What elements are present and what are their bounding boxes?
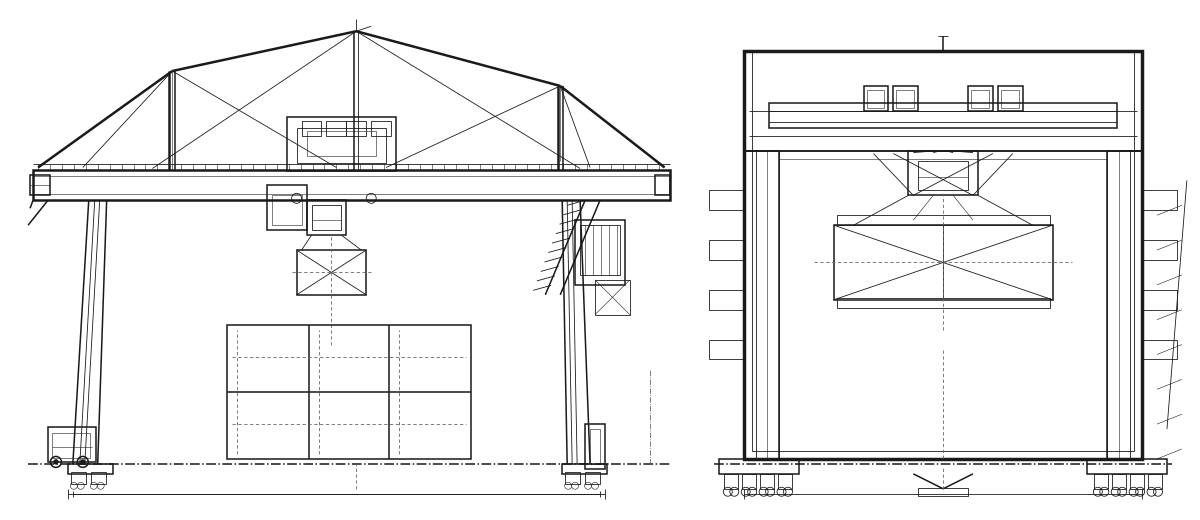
Bar bbox=[565, 472, 580, 484]
Bar bbox=[968, 86, 992, 111]
Bar bbox=[709, 340, 744, 359]
Bar bbox=[744, 51, 1142, 459]
Bar bbox=[563, 464, 607, 474]
Bar bbox=[71, 472, 85, 484]
Bar bbox=[30, 175, 50, 196]
Bar bbox=[894, 86, 918, 111]
Bar bbox=[719, 459, 799, 474]
Bar bbox=[306, 131, 377, 155]
Bar bbox=[709, 240, 744, 260]
Bar bbox=[709, 190, 744, 210]
Bar bbox=[347, 121, 366, 136]
Bar bbox=[91, 472, 106, 484]
Bar bbox=[752, 51, 1134, 451]
Bar bbox=[586, 472, 600, 484]
Bar bbox=[709, 290, 744, 310]
Bar bbox=[1142, 190, 1177, 210]
Bar bbox=[1142, 340, 1177, 359]
Bar bbox=[595, 280, 630, 315]
Bar bbox=[296, 250, 366, 295]
Bar bbox=[34, 171, 670, 200]
Bar bbox=[371, 121, 391, 136]
Bar bbox=[287, 117, 396, 172]
Bar bbox=[1148, 474, 1162, 489]
Bar bbox=[744, 151, 779, 459]
Bar bbox=[586, 424, 605, 469]
Bar bbox=[326, 121, 347, 136]
Bar bbox=[778, 474, 792, 489]
Bar bbox=[1112, 474, 1126, 489]
Bar bbox=[836, 215, 1050, 225]
Bar bbox=[266, 186, 306, 230]
Bar bbox=[896, 90, 914, 108]
Bar bbox=[866, 90, 884, 108]
Bar bbox=[998, 86, 1022, 111]
Bar bbox=[1142, 240, 1177, 260]
Bar bbox=[1094, 474, 1109, 489]
Bar bbox=[306, 200, 347, 235]
Bar bbox=[836, 298, 1050, 308]
Bar bbox=[580, 225, 620, 275]
Bar bbox=[760, 474, 774, 489]
Circle shape bbox=[80, 460, 85, 464]
Bar bbox=[1108, 151, 1142, 459]
Bar bbox=[301, 121, 322, 136]
Bar bbox=[864, 86, 888, 111]
Bar bbox=[971, 90, 989, 108]
Bar bbox=[1130, 474, 1144, 489]
Bar bbox=[1142, 290, 1177, 310]
Bar bbox=[68, 464, 113, 474]
Bar bbox=[908, 151, 978, 196]
Bar bbox=[918, 488, 968, 496]
Bar bbox=[312, 205, 341, 230]
Bar bbox=[725, 474, 738, 489]
Bar bbox=[743, 474, 756, 489]
Bar bbox=[271, 196, 301, 225]
Bar bbox=[918, 161, 968, 190]
Bar bbox=[834, 225, 1052, 300]
Bar bbox=[575, 220, 625, 285]
Bar bbox=[655, 175, 670, 196]
Bar bbox=[296, 128, 386, 163]
Bar bbox=[744, 51, 1142, 151]
Bar bbox=[1001, 90, 1019, 108]
Circle shape bbox=[54, 460, 58, 464]
Bar bbox=[52, 433, 90, 458]
Bar bbox=[769, 103, 1117, 128]
Bar bbox=[1087, 459, 1166, 474]
Bar bbox=[227, 324, 470, 459]
Bar bbox=[48, 427, 96, 462]
Bar bbox=[590, 429, 600, 464]
